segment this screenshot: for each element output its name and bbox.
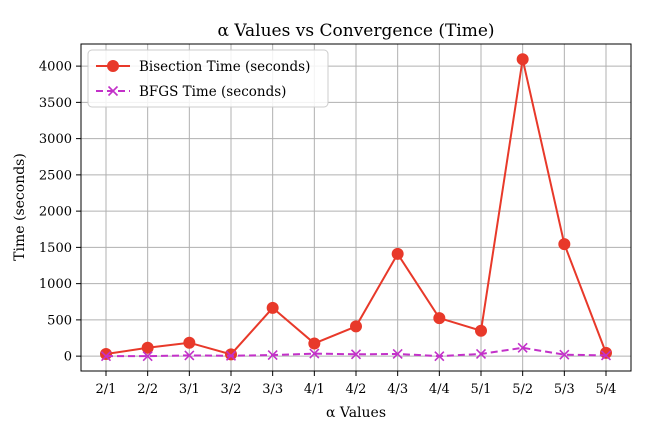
data-point bbox=[350, 320, 362, 333]
ticks: 2/1 2/2 3/1 3/2 3/3 4/1 4/2 4/3 4/4 5/1 5/2 5/3 5/4 0… bbox=[39, 60, 617, 397]
y-tick-label: 500 bbox=[47, 313, 72, 328]
legend-marker bbox=[107, 85, 119, 97]
x-marker-stroke bbox=[475, 348, 487, 360]
series-0 bbox=[100, 53, 612, 361]
legend-box bbox=[87, 49, 329, 108]
data-point bbox=[100, 351, 112, 362]
data-point bbox=[225, 348, 237, 361]
x-marker-stroke bbox=[184, 350, 195, 361]
x-marker-stroke bbox=[559, 349, 570, 360]
x-marker-stroke bbox=[267, 349, 278, 361]
data-point bbox=[600, 346, 612, 359]
plot-frame bbox=[80, 43, 632, 372]
x-tick-label: 5/2 bbox=[512, 382, 533, 397]
data-point bbox=[516, 53, 529, 66]
data-point bbox=[142, 351, 153, 362]
data-point bbox=[266, 301, 279, 314]
x-tick-label: 3/2 bbox=[221, 382, 242, 397]
x-marker-stroke bbox=[309, 348, 320, 359]
x-marker-stroke bbox=[392, 348, 403, 360]
x-marker-stroke bbox=[225, 350, 237, 361]
x-tick-label: 3/1 bbox=[179, 382, 200, 397]
series-layer bbox=[100, 53, 612, 362]
x-marker-stroke bbox=[142, 351, 153, 362]
legend-marker bbox=[107, 60, 119, 72]
x-tick-label: 3/3 bbox=[262, 382, 283, 397]
y-axis-label: Time (seconds) bbox=[12, 153, 28, 261]
x-tick-label: 2/2 bbox=[137, 382, 158, 397]
x-tick-label: 2/1 bbox=[96, 382, 117, 397]
y-tick-label: 3000 bbox=[39, 132, 72, 147]
x-axis-label: α Values bbox=[326, 405, 386, 421]
data-point bbox=[225, 350, 237, 361]
data-point bbox=[434, 351, 445, 362]
data-point bbox=[517, 342, 528, 353]
legend: Bisection Time (seconds) BFGS Time (secon… bbox=[87, 49, 329, 108]
data-point bbox=[309, 348, 320, 359]
x-tick-label: 5/4 bbox=[596, 382, 617, 397]
data-point bbox=[433, 312, 446, 325]
data-point bbox=[392, 348, 403, 360]
y-tick-label: 2500 bbox=[39, 168, 72, 183]
data-point bbox=[391, 247, 404, 260]
x-tick-label: 4/4 bbox=[429, 382, 450, 397]
x-marker-stroke bbox=[517, 342, 528, 353]
x-tick-label: 5/1 bbox=[471, 382, 492, 397]
data-point bbox=[100, 347, 112, 360]
y-tick-label: 1500 bbox=[39, 241, 72, 256]
data-point bbox=[475, 348, 487, 360]
y-tick-label: 2000 bbox=[39, 205, 72, 220]
data-point bbox=[184, 350, 195, 361]
chart-title: α Values vs Convergence (Time) bbox=[217, 21, 494, 41]
y-tick-label: 0 bbox=[64, 350, 72, 365]
x-marker-stroke bbox=[600, 350, 612, 361]
x-marker-stroke bbox=[350, 349, 362, 360]
data-point bbox=[475, 324, 487, 337]
series-1 bbox=[100, 342, 612, 362]
data-point bbox=[600, 350, 612, 361]
y-tick-label: 3500 bbox=[39, 96, 72, 111]
data-point bbox=[183, 336, 196, 349]
data-point bbox=[308, 337, 321, 350]
x-tick-label: 4/3 bbox=[387, 382, 408, 397]
x-marker-stroke bbox=[100, 351, 112, 362]
legend-label: Bisection Time (seconds) bbox=[139, 59, 310, 75]
y-tick-label: 1000 bbox=[39, 277, 72, 292]
y-tick-label: 4000 bbox=[39, 60, 72, 75]
data-point bbox=[559, 349, 570, 360]
x-marker-stroke bbox=[107, 85, 119, 97]
data-point bbox=[350, 349, 362, 360]
data-point bbox=[141, 341, 154, 354]
x-marker-stroke bbox=[434, 351, 445, 362]
x-tick-label: 4/2 bbox=[346, 382, 367, 397]
data-point bbox=[558, 238, 571, 251]
x-tick-label: 4/1 bbox=[304, 382, 325, 397]
legend-label: BFGS Time (seconds) bbox=[139, 84, 286, 100]
data-point bbox=[267, 349, 278, 361]
x-tick-label: 5/3 bbox=[554, 382, 575, 397]
